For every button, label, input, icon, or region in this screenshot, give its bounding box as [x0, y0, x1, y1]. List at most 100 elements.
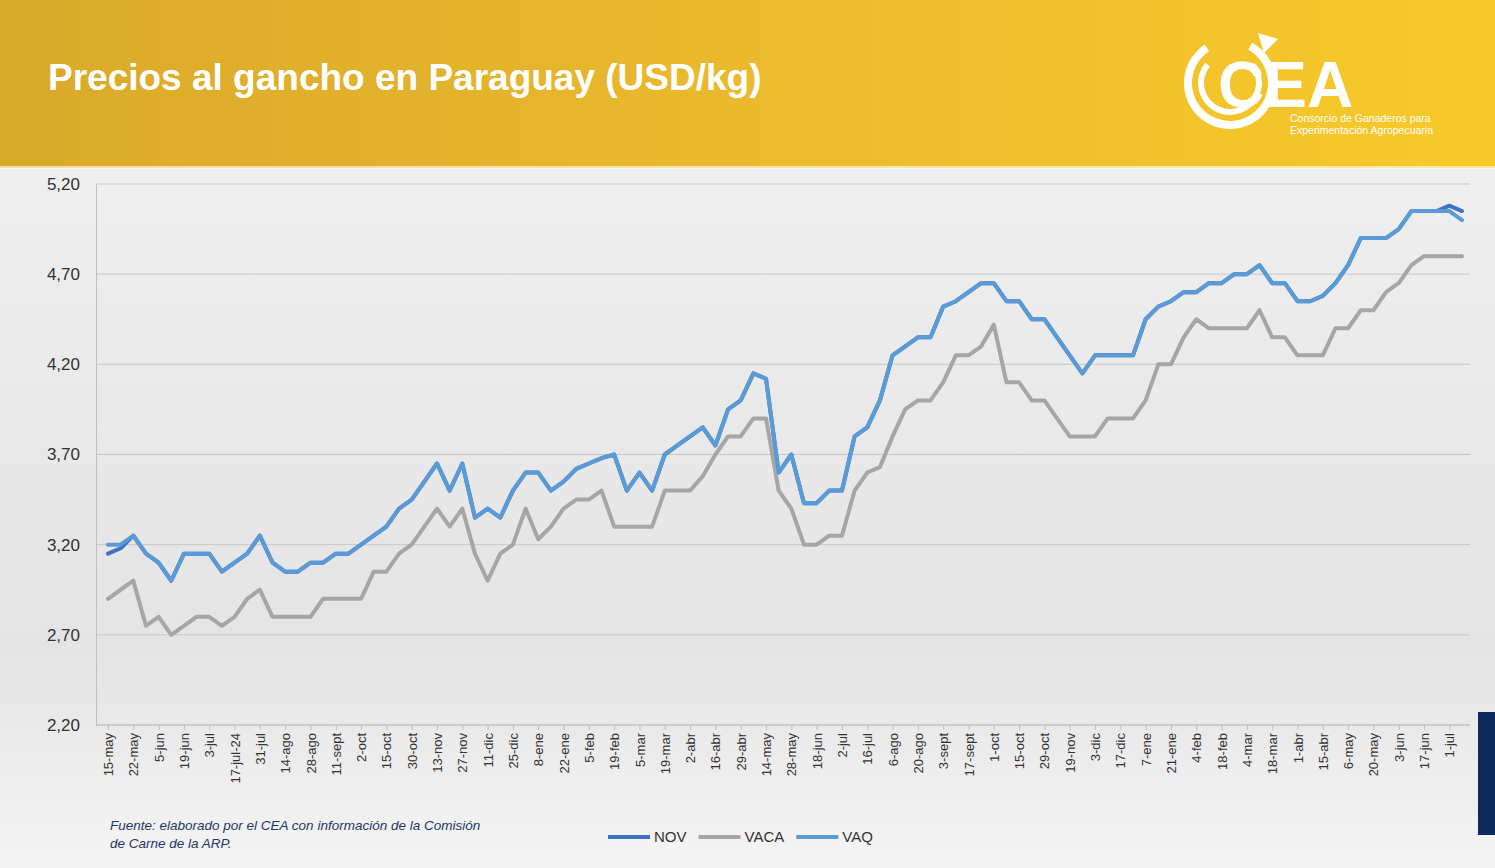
x-tick-label: 28-ago: [304, 733, 319, 773]
y-tick: 4,20: [47, 355, 96, 374]
x-tick-mark: [1247, 725, 1248, 730]
y-tick: 3,20: [47, 536, 96, 555]
x-tick-mark: [462, 725, 463, 730]
grid-line: [96, 364, 1470, 365]
x-tick-mark: [842, 725, 843, 730]
logo-text: CEA: [1218, 49, 1353, 121]
x-tick: 6-ago: [886, 725, 901, 766]
x-tick: 7-ene: [1139, 725, 1154, 766]
x-tick-mark: [488, 725, 489, 730]
legend-label: VAQ: [842, 828, 873, 845]
x-tick-mark: [1297, 725, 1298, 730]
x-tick-mark: [361, 725, 362, 730]
x-tick-label: 7-ene: [1139, 733, 1154, 766]
y-axis: 2,202,703,203,704,204,705,20: [47, 175, 97, 735]
x-tick-mark: [893, 725, 894, 730]
x-tick: 28-ago: [304, 725, 319, 773]
grid-line: [96, 184, 1470, 185]
header-band: [0, 0, 1495, 168]
x-tick-label: 22-may: [126, 733, 141, 777]
x-tick-mark: [690, 725, 691, 730]
header-line: [0, 166, 1495, 169]
x-tick-mark: [1095, 725, 1096, 730]
x-tick: 29-abr: [734, 725, 749, 771]
x-tick: 19-nov: [1063, 725, 1078, 773]
x-tick-mark: [1424, 725, 1425, 730]
x-tick-label: 17-sept: [962, 733, 977, 777]
x-tick: 2-oct: [354, 725, 369, 762]
x-tick-mark: [766, 725, 767, 730]
x-tick: 8-ene: [531, 725, 546, 766]
x-tick-label: 3-jun: [1392, 733, 1407, 762]
y-tick: 2,70: [47, 626, 96, 645]
x-tick: 4-mar: [1240, 725, 1255, 767]
x-tick-label: 4-feb: [1189, 733, 1204, 763]
x-tick-mark: [1120, 725, 1121, 730]
x-tick-mark: [412, 725, 413, 730]
logo-subtitle: Experimentación Agropecuaria: [1290, 124, 1433, 136]
x-tick-mark: [513, 725, 514, 730]
x-tick-label: 3-dic: [1088, 733, 1103, 762]
x-tick: 22-ene: [557, 725, 572, 773]
x-tick: 17-sept: [962, 725, 977, 776]
x-tick: 14-ago: [278, 725, 293, 773]
x-tick: 20-may: [1366, 725, 1381, 776]
x-tick-label: 20-may: [1366, 733, 1381, 777]
x-tick-mark: [159, 725, 160, 730]
x-tick: 5-feb: [582, 725, 597, 763]
x-tick: 25-dic: [506, 725, 521, 768]
x-tick-mark: [538, 725, 539, 730]
x-tick: 15-abr: [1316, 725, 1331, 771]
y-tick-label: 2,20: [47, 716, 80, 735]
x-tick-label: 1-jul: [1442, 733, 1457, 758]
x-tick-label: 30-oct: [405, 733, 420, 770]
y-tick-label: 5,20: [47, 175, 80, 194]
x-tick-label: 15-oct: [379, 733, 394, 770]
grid: [96, 184, 1470, 725]
x-tick-mark: [1272, 725, 1273, 730]
x-tick: 17-jul-24: [228, 725, 243, 784]
line-vaq: [108, 211, 1462, 581]
x-tick: 5-mar: [633, 725, 648, 767]
x-tick: 17-jun: [1417, 725, 1432, 769]
x-tick-mark: [1222, 725, 1223, 730]
x-tick-label: 19-jun: [177, 733, 192, 769]
x-tick: 15-may: [101, 725, 116, 776]
x-tick: 5-jun: [152, 725, 167, 762]
x-tick-label: 2-jul: [835, 733, 850, 758]
x-tick-mark: [260, 725, 261, 730]
x-tick-label: 29-oct: [1037, 733, 1052, 770]
x-tick-mark: [715, 725, 716, 730]
source: Fuente: elaborado por el CEA con informa…: [110, 818, 480, 851]
x-tick: 18-mar: [1265, 725, 1280, 774]
x-tick: 31-jul: [253, 725, 268, 765]
x-tick-mark: [918, 725, 919, 730]
x-tick: 1-abr: [1291, 725, 1306, 763]
y-tick-label: 3,70: [47, 445, 80, 464]
x-tick-label: 17-dic: [1113, 733, 1128, 769]
legend-label: NOV: [654, 828, 687, 845]
y-tick: 5,20: [47, 175, 96, 194]
x-tick-label: 28-may: [784, 733, 799, 777]
x-tick: 3-jun: [1392, 725, 1407, 762]
x-tick-label: 11-sept: [329, 733, 344, 776]
logo-subtitle: Consorcio de Ganaderos para: [1290, 112, 1431, 124]
y-tick-label: 2,70: [47, 626, 80, 645]
x-tick-mark: [589, 725, 590, 730]
x-tick: 1-jul: [1442, 725, 1457, 758]
grid-line: [96, 454, 1470, 455]
x-tick: 15-oct: [379, 725, 394, 769]
x-tick-label: 19-mar: [658, 732, 673, 774]
x-tick-mark: [184, 725, 185, 730]
x-tick-mark: [1399, 725, 1400, 730]
y-tick-label: 4,20: [47, 355, 80, 374]
line-vaca: [108, 256, 1462, 635]
x-tick-mark: [639, 725, 640, 730]
x-tick: 2-jul: [835, 725, 850, 758]
x-tick: 30-oct: [405, 725, 420, 769]
title: Precios al gancho en Paraguay (USD/kg): [48, 57, 762, 98]
x-tick-label: 19-feb: [607, 733, 622, 770]
x-tick-label: 1-oct: [987, 733, 1002, 762]
x-tick: 13-nov: [430, 725, 445, 773]
x-tick: 19-feb: [607, 725, 622, 770]
